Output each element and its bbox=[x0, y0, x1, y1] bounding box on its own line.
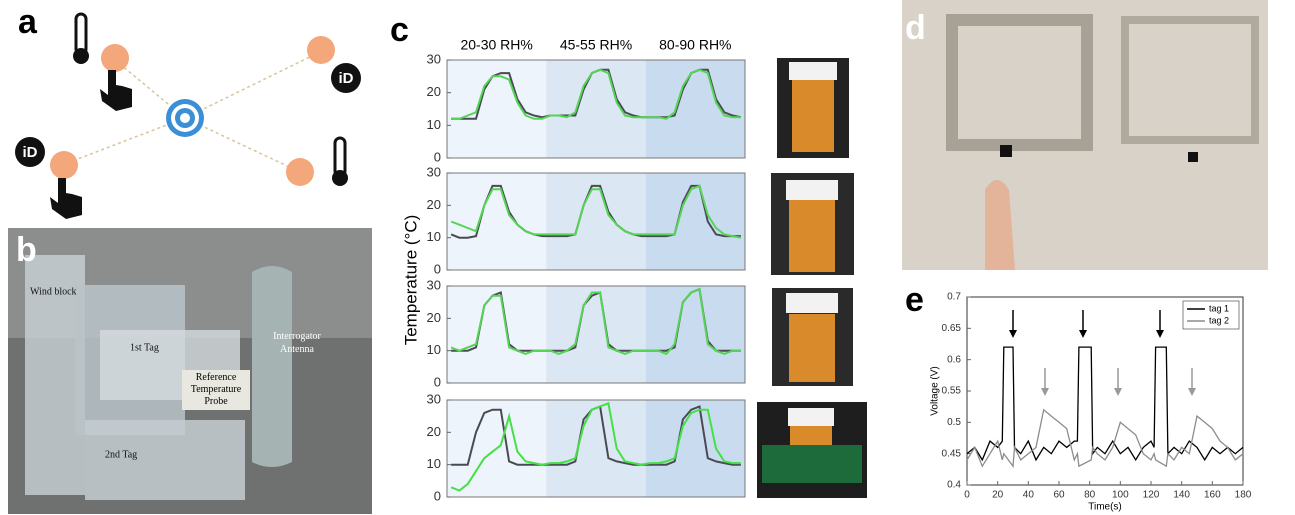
arrow-head bbox=[1079, 330, 1087, 338]
y-tick-label: 10 bbox=[427, 229, 441, 244]
legend-label: tag 1 bbox=[1209, 303, 1229, 313]
arrow-head bbox=[1188, 388, 1196, 396]
b-label: Interrogator Antenna bbox=[273, 331, 321, 355]
y-axis-label: Voltage (V) bbox=[930, 366, 941, 415]
x-tick-label: 120 bbox=[1143, 490, 1160, 501]
y-tick-label: 0 bbox=[434, 149, 441, 164]
legend-box bbox=[1182, 300, 1240, 330]
series-line bbox=[966, 346, 1244, 462]
rh-band bbox=[546, 286, 646, 383]
y-tick-label: 0.55 bbox=[942, 386, 962, 397]
x-tick-label: 80 bbox=[1084, 490, 1096, 501]
series-line bbox=[450, 184, 742, 239]
rh-band bbox=[546, 400, 646, 497]
b-label: 2nd Tag bbox=[105, 449, 137, 460]
panel-label: d bbox=[905, 9, 926, 47]
x-tick-label: 180 bbox=[1235, 490, 1252, 501]
y-tick-label: 0.6 bbox=[947, 354, 961, 365]
series-line bbox=[966, 408, 1244, 468]
y-axis-label: Temperature (°C) bbox=[401, 215, 420, 346]
panel-b-photo bbox=[8, 228, 372, 514]
x-tick-label: 60 bbox=[1053, 490, 1065, 501]
y-tick-label: 20 bbox=[427, 84, 441, 99]
panel-c-photos bbox=[757, 58, 867, 498]
x-tick-label: 40 bbox=[1023, 490, 1035, 501]
panel-label: e bbox=[905, 281, 924, 319]
column-header: 20-30 RH% bbox=[460, 37, 532, 53]
b-label: Reference Temperature Probe bbox=[190, 372, 242, 407]
legend-label: tag 2 bbox=[1209, 315, 1229, 325]
y-tick-label: 0.45 bbox=[942, 448, 962, 459]
y-tick-label: 30 bbox=[427, 164, 441, 179]
y-tick-label: 20 bbox=[427, 424, 441, 439]
y-tick-label: 0.5 bbox=[947, 417, 961, 428]
x-tick-label: 140 bbox=[1173, 490, 1190, 501]
plot-frame bbox=[446, 285, 746, 384]
rh-band bbox=[645, 286, 745, 383]
rh-band bbox=[645, 400, 745, 497]
arrow-head bbox=[1114, 388, 1122, 396]
y-tick-label: 0 bbox=[434, 261, 441, 276]
y-tick-label: 20 bbox=[427, 197, 441, 212]
y-tick-label: 20 bbox=[427, 310, 441, 325]
series-line bbox=[450, 184, 741, 239]
y-tick-label: 0 bbox=[434, 488, 441, 503]
rh-band bbox=[645, 173, 745, 270]
y-tick-label: 0 bbox=[434, 374, 441, 389]
column-header: 80-90 RH% bbox=[659, 37, 731, 53]
rh-band bbox=[447, 173, 547, 270]
y-tick-label: 10 bbox=[427, 456, 441, 471]
plot-frame bbox=[446, 399, 746, 498]
panel-label: c bbox=[390, 11, 409, 49]
b-label: 1st Tag bbox=[130, 342, 159, 353]
y-tick-label: 0.65 bbox=[942, 323, 962, 334]
series-line bbox=[450, 401, 741, 492]
y-tick-label: 0.4 bbox=[947, 480, 961, 491]
panel-a-diagram bbox=[15, 12, 361, 219]
b-label-box: Reference Temperature Probe bbox=[190, 372, 242, 407]
rh-band bbox=[546, 173, 646, 270]
panel-label: b bbox=[16, 231, 37, 269]
rh-band bbox=[447, 286, 547, 383]
b-label: Wind block bbox=[30, 286, 77, 297]
arrow-head bbox=[1156, 330, 1164, 338]
rh-band bbox=[645, 60, 745, 158]
id-icon: iD bbox=[23, 144, 38, 161]
y-tick-label: 10 bbox=[427, 117, 441, 132]
arrow-head bbox=[1009, 330, 1017, 338]
plot-frame bbox=[446, 172, 746, 271]
x-tick-label: 100 bbox=[1112, 490, 1129, 501]
y-tick-label: 0.7 bbox=[947, 292, 961, 303]
b-label-box: Interrogator Antenna bbox=[273, 331, 321, 355]
x-tick-label: 160 bbox=[1204, 490, 1221, 501]
panel-label: a bbox=[18, 3, 38, 41]
panel-d-photo bbox=[902, 0, 1268, 270]
series-line bbox=[451, 68, 741, 120]
plot-frame bbox=[446, 59, 746, 159]
y-tick-label: 30 bbox=[427, 51, 441, 66]
y-tick-label: 30 bbox=[427, 277, 441, 292]
series-line bbox=[450, 287, 741, 356]
column-header: 45-55 RH% bbox=[560, 37, 632, 53]
rh-band bbox=[546, 60, 646, 158]
arrow-head bbox=[1041, 388, 1049, 396]
id-icon: iD bbox=[339, 70, 354, 87]
y-tick-label: 30 bbox=[427, 391, 441, 406]
y-tick-label: 10 bbox=[427, 342, 441, 357]
x-tick-label: 20 bbox=[992, 490, 1004, 501]
x-tick-label: 0 bbox=[964, 490, 970, 501]
x-axis-label: Time(s) bbox=[1088, 502, 1122, 513]
